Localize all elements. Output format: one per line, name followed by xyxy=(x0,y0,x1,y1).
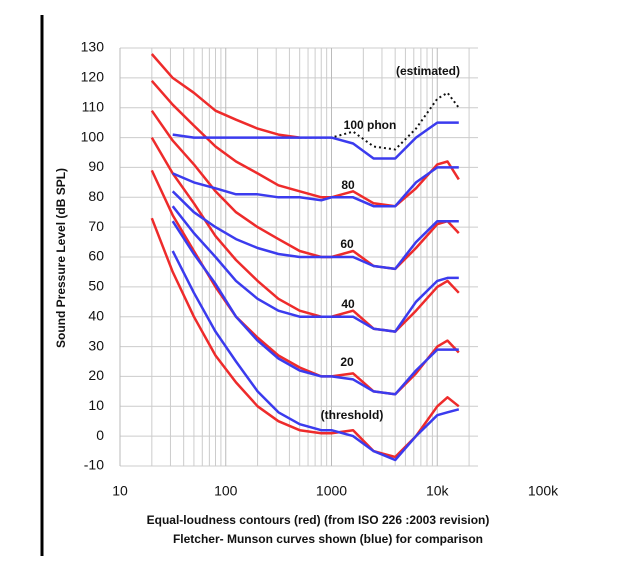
annotation: (estimated) xyxy=(396,64,460,78)
curve xyxy=(150,79,460,208)
y-tick-label: 0 xyxy=(96,427,104,443)
y-tick-label: -10 xyxy=(84,457,104,473)
annotation: 60 xyxy=(340,237,354,251)
y-tick-label: 30 xyxy=(88,337,104,353)
x-axis-label: Equal-loudness contours (red) (from ISO … xyxy=(147,513,490,527)
y-tick-label: 50 xyxy=(88,278,104,294)
curve xyxy=(150,53,300,139)
curve xyxy=(150,169,460,396)
annotation: 100 phon xyxy=(344,118,397,132)
y-tick-label: 60 xyxy=(88,248,104,264)
y-tick-label: 10 xyxy=(88,397,104,413)
y-tick-label: 20 xyxy=(88,367,104,383)
x-tick-label: 100 xyxy=(214,483,238,499)
y-tick-label: 70 xyxy=(88,218,104,234)
annotation: (threshold) xyxy=(321,408,384,422)
y-tick-label: 110 xyxy=(82,98,105,114)
curve xyxy=(171,205,459,333)
x-tick-label: 100k xyxy=(528,483,559,499)
y-tick-label: 120 xyxy=(81,69,105,85)
y-axis-label: Sound Pressure Level (dB SPL) xyxy=(54,168,68,348)
annotation: 20 xyxy=(340,355,354,369)
curve xyxy=(172,121,459,160)
curve xyxy=(171,250,460,462)
x-tick-label: 10k xyxy=(426,483,450,499)
y-tick-label: 90 xyxy=(88,158,104,174)
annotation: 80 xyxy=(341,178,355,192)
x-tick-label: 1000 xyxy=(316,483,347,499)
x-axis-label: Fletcher- Munson curves shown (blue) for… xyxy=(173,532,483,546)
curve xyxy=(172,166,459,208)
y-tick-label: 40 xyxy=(88,307,104,323)
curve xyxy=(171,190,459,271)
y-tick-label: 100 xyxy=(81,128,105,144)
curve xyxy=(171,220,459,396)
y-tick-label: 130 xyxy=(81,39,105,55)
x-tick-label: 10 xyxy=(112,483,128,499)
y-tick-label: 80 xyxy=(88,188,104,204)
annotation: 40 xyxy=(341,297,355,311)
curve xyxy=(150,217,460,459)
curve xyxy=(150,136,460,333)
